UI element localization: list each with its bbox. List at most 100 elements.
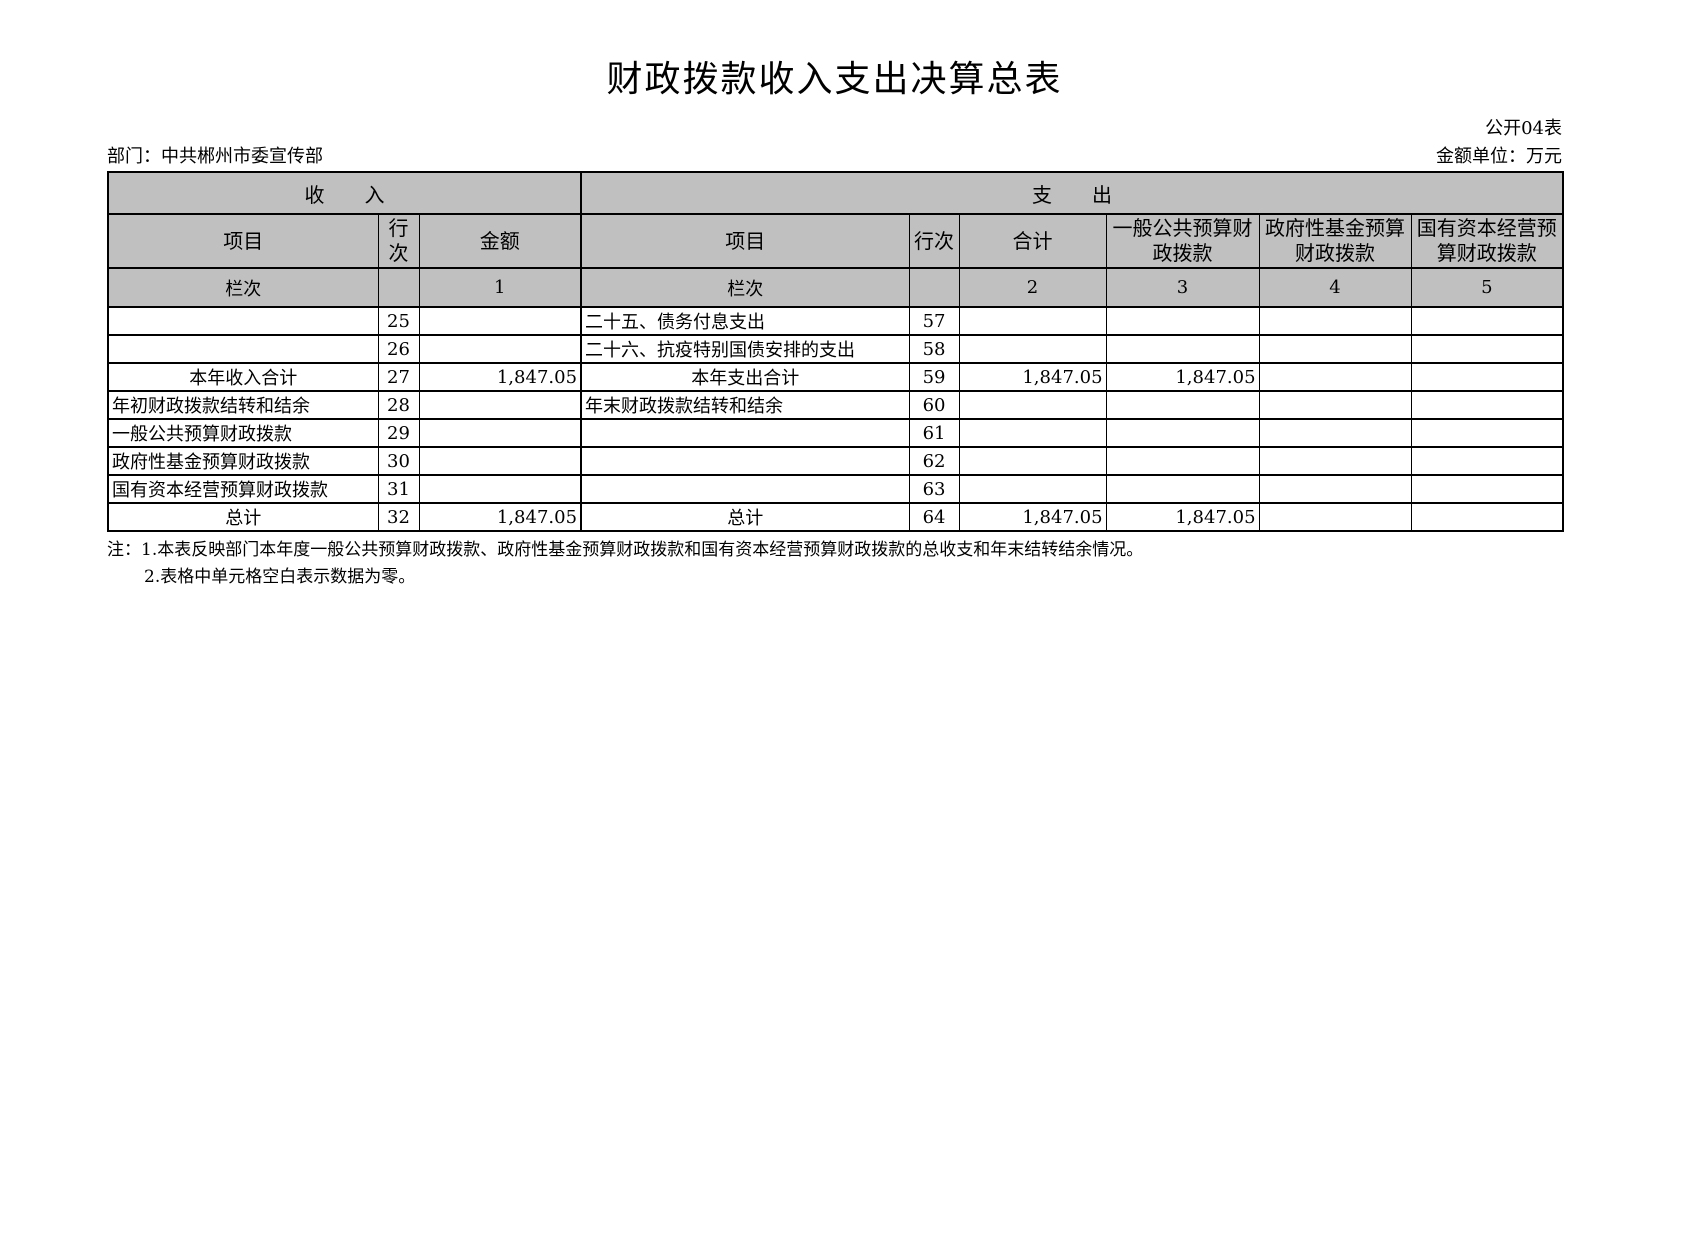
footnote-2: 2.表格中单元格空白表示数据为零。 <box>144 567 416 588</box>
general-budget-cell <box>1105 446 1260 476</box>
state-capital-cell <box>1410 334 1564 364</box>
footnotes: 注：1.本表反映部门本年度一般公共预算财政拨款、政府性基金预算财政拨款和国有资本… <box>107 537 1562 591</box>
income-item-cell: 本年收入合计 <box>107 362 379 392</box>
col-header-expense-total: 合计 <box>958 213 1107 269</box>
table-row: 年初财政拨款结转和结余 28 年末财政拨款结转和结余 60 <box>107 390 1564 420</box>
col-header-expense-item: 项目 <box>580 213 910 269</box>
col-header-general-budget: 一般公共预算财政拨款 <box>1105 213 1260 269</box>
index-gov-fund: 4 <box>1258 267 1412 308</box>
gov-fund-cell <box>1258 502 1412 532</box>
index-expense-rownum <box>908 267 960 308</box>
gov-fund-cell <box>1258 362 1412 392</box>
general-budget-cell: 1,847.05 <box>1105 362 1260 392</box>
expense-total-cell <box>958 390 1107 420</box>
fiscal-summary-table: 收 入 支 出 项目 行次 金额 项目 行次 合计 一般公共预算财政拨款 政府性… <box>107 171 1565 532</box>
income-rownum-cell: 28 <box>377 390 420 420</box>
gov-fund-cell <box>1258 446 1412 476</box>
table-row: 政府性基金预算财政拨款 30 62 <box>107 446 1564 476</box>
document-page: 财政拨款收入支出决算总表 公开04表 部门：中共郴州市委宣传部 金额单位：万元 … <box>107 50 1565 591</box>
income-amount-cell: 1,847.05 <box>418 502 582 532</box>
expense-total-cell <box>958 334 1107 364</box>
income-rownum-cell: 30 <box>377 446 420 476</box>
state-capital-cell <box>1410 390 1564 420</box>
table-row: 一般公共预算财政拨款 29 61 <box>107 418 1564 448</box>
footnote-1: 注：1.本表反映部门本年度一般公共预算财政拨款、政府性基金预算财政拨款和国有资本… <box>107 540 1144 560</box>
expense-total-cell <box>958 418 1107 448</box>
expense-item-cell: 本年支出合计 <box>580 362 910 392</box>
col-header-expense-rownum: 行次 <box>908 213 960 269</box>
expense-total-cell: 1,847.05 <box>958 362 1107 392</box>
state-capital-cell <box>1410 362 1564 392</box>
table-code-label: 公开04表 <box>1485 118 1562 139</box>
income-rownum-cell: 25 <box>377 306 420 336</box>
general-budget-cell: 1,847.05 <box>1105 502 1260 532</box>
income-rownum-cell: 27 <box>377 362 420 392</box>
general-budget-cell <box>1105 474 1260 504</box>
index-general-budget: 3 <box>1105 267 1260 308</box>
income-section-header: 收 入 <box>107 171 582 215</box>
expense-total-cell <box>958 474 1107 504</box>
index-expense-total: 2 <box>958 267 1107 308</box>
general-budget-cell <box>1105 418 1260 448</box>
expense-item-cell: 年末财政拨款结转和结余 <box>580 390 910 420</box>
table-row: 25 二十五、债务付息支出 57 <box>107 306 1564 336</box>
index-income-rownum <box>377 267 420 308</box>
col-header-income-item: 项目 <box>107 213 379 269</box>
table-row: 26 二十六、抗疫特别国债安排的支出 58 <box>107 334 1564 364</box>
expense-total-cell: 1,847.05 <box>958 502 1107 532</box>
income-rownum-cell: 29 <box>377 418 420 448</box>
expense-rownum-cell: 57 <box>908 306 960 336</box>
expense-rownum-cell: 64 <box>908 502 960 532</box>
col-header-state-capital: 国有资本经营预算财政拨款 <box>1410 213 1564 269</box>
state-capital-cell <box>1410 474 1564 504</box>
expense-total-cell <box>958 306 1107 336</box>
index-income-label: 栏次 <box>107 267 379 308</box>
income-item-cell: 年初财政拨款结转和结余 <box>107 390 379 420</box>
income-amount-cell <box>418 418 582 448</box>
expense-rownum-cell: 63 <box>908 474 960 504</box>
income-item-cell: 国有资本经营预算财政拨款 <box>107 474 379 504</box>
table-row: 总计 32 1,847.05 总计 64 1,847.05 1,847.05 <box>107 502 1564 532</box>
income-rownum-cell: 31 <box>377 474 420 504</box>
expense-rownum-cell: 58 <box>908 334 960 364</box>
income-amount-cell <box>418 474 582 504</box>
income-item-cell: 政府性基金预算财政拨款 <box>107 446 379 476</box>
expense-item-cell: 二十五、债务付息支出 <box>580 306 910 336</box>
income-rownum-cell: 32 <box>377 502 420 532</box>
gov-fund-cell <box>1258 334 1412 364</box>
expense-rownum-cell: 61 <box>908 418 960 448</box>
section-header-row: 收 入 支 出 <box>107 171 1564 215</box>
general-budget-cell <box>1105 334 1260 364</box>
state-capital-cell <box>1410 502 1564 532</box>
gov-fund-cell <box>1258 474 1412 504</box>
state-capital-cell <box>1410 418 1564 448</box>
gov-fund-cell <box>1258 418 1412 448</box>
expense-item-cell <box>580 474 910 504</box>
expense-total-cell <box>958 446 1107 476</box>
index-state-capital: 5 <box>1410 267 1564 308</box>
income-item-cell: 总计 <box>107 502 379 532</box>
expense-rownum-cell: 60 <box>908 390 960 420</box>
table-row: 国有资本经营预算财政拨款 31 63 <box>107 474 1564 504</box>
gov-fund-cell <box>1258 390 1412 420</box>
expense-rownum-cell: 62 <box>908 446 960 476</box>
state-capital-cell <box>1410 306 1564 336</box>
income-amount-cell <box>418 306 582 336</box>
col-header-gov-fund: 政府性基金预算财政拨款 <box>1258 213 1412 269</box>
income-amount-cell: 1,847.05 <box>418 362 582 392</box>
table-row: 本年收入合计 27 1,847.05 本年支出合计 59 1,847.05 1,… <box>107 362 1564 392</box>
column-index-row: 栏次 1 栏次 2 3 4 5 <box>107 267 1564 308</box>
index-income-amount: 1 <box>418 267 582 308</box>
gov-fund-cell <box>1258 306 1412 336</box>
income-item-cell <box>107 334 379 364</box>
income-amount-cell <box>418 446 582 476</box>
expense-section-header: 支 出 <box>580 171 1564 215</box>
expense-item-cell <box>580 418 910 448</box>
income-rownum-cell: 26 <box>377 334 420 364</box>
department-label: 部门：中共郴州市委宣传部 <box>107 146 323 167</box>
expense-rownum-cell: 59 <box>908 362 960 392</box>
col-header-income-rownum: 行次 <box>377 213 420 269</box>
expense-item-cell: 总计 <box>580 502 910 532</box>
state-capital-cell <box>1410 446 1564 476</box>
income-item-cell: 一般公共预算财政拨款 <box>107 418 379 448</box>
